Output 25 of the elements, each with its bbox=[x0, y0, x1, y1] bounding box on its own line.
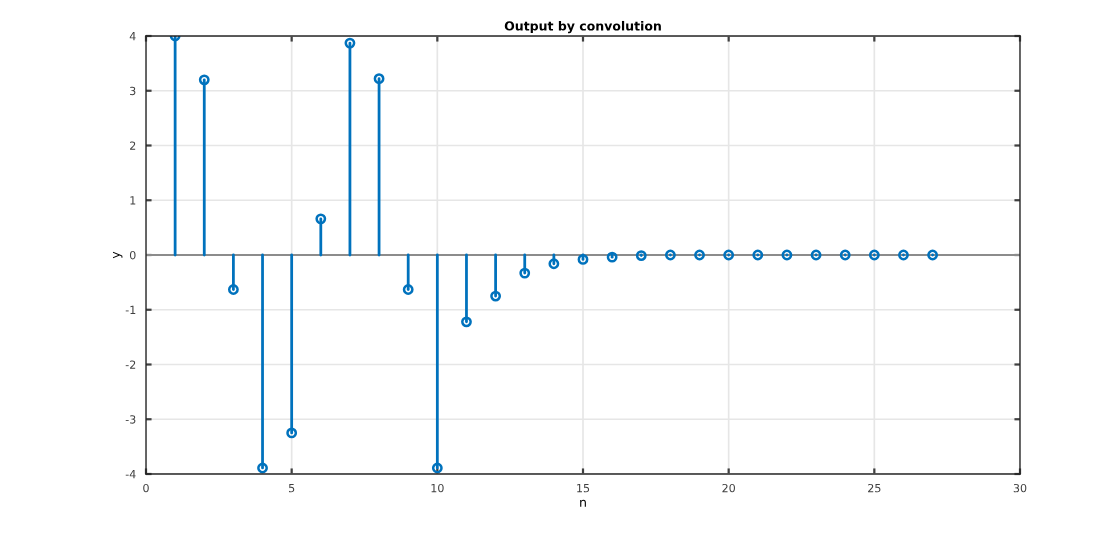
point bbox=[694, 249, 705, 261]
point bbox=[402, 284, 414, 295]
point bbox=[664, 249, 676, 261]
point bbox=[723, 249, 735, 261]
point bbox=[344, 37, 356, 49]
point bbox=[635, 250, 647, 261]
point bbox=[898, 249, 909, 261]
point bbox=[927, 249, 939, 261]
point bbox=[227, 284, 239, 295]
point bbox=[839, 249, 851, 261]
point bbox=[868, 249, 880, 261]
point bbox=[548, 258, 560, 270]
point bbox=[519, 267, 531, 279]
point bbox=[257, 462, 268, 474]
point bbox=[752, 249, 764, 261]
point bbox=[373, 73, 385, 85]
point bbox=[461, 316, 472, 328]
point bbox=[606, 251, 618, 263]
point bbox=[810, 249, 822, 261]
point bbox=[431, 462, 443, 474]
point bbox=[315, 213, 327, 225]
point bbox=[286, 427, 298, 439]
point bbox=[490, 290, 502, 302]
point bbox=[781, 249, 793, 261]
point bbox=[198, 74, 210, 86]
